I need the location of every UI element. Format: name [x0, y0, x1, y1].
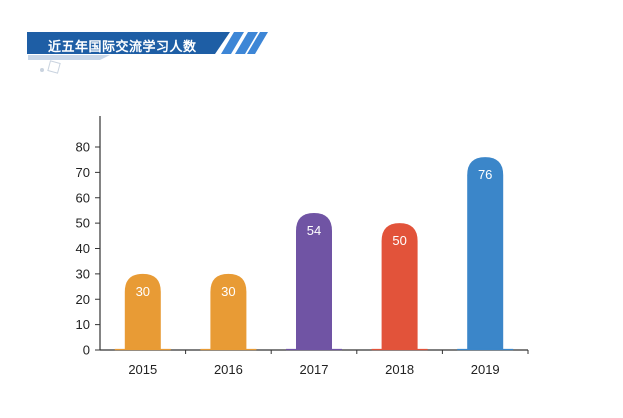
y-tick-label: 60 [76, 190, 90, 205]
y-tick-label: 20 [76, 292, 90, 307]
decor-square-icon [47, 60, 61, 74]
bar [210, 273, 247, 350]
banner-stripe-3 [247, 32, 268, 54]
banner-stripe-1 [221, 32, 244, 54]
x-tick-label: 2017 [300, 362, 329, 377]
x-tick-label: 2015 [128, 362, 157, 377]
bar-value-label: 76 [478, 167, 492, 182]
bar-series [114, 157, 514, 351]
bar-value-label: 54 [307, 223, 321, 238]
decor-dot-icon [40, 68, 44, 72]
bar [124, 273, 161, 350]
x-tick-label: 2018 [385, 362, 414, 377]
y-tick-label: 50 [76, 216, 90, 231]
x-tick-label: 2016 [214, 362, 243, 377]
x-axis: 2015 2016 2017 2018 2019 [100, 349, 529, 377]
y-tick-label: 30 [76, 266, 90, 281]
banner-graphic [27, 32, 268, 74]
bar-value-label: 30 [221, 284, 235, 299]
y-axis: 0 10 20 30 40 50 60 70 80 [76, 116, 101, 358]
y-tick-label: 80 [76, 140, 90, 155]
bar [467, 157, 504, 350]
banner-title: 近五年国际交流学习人数 [48, 40, 197, 55]
x-tick-label: 2019 [471, 362, 500, 377]
y-tick-label: 70 [76, 165, 90, 180]
banner-bar [27, 32, 230, 54]
bar [381, 223, 418, 350]
banner-stripe-2 [235, 32, 258, 54]
y-tick-label: 10 [76, 317, 90, 332]
header-banner: 近五年国际交流学习人数 [0, 0, 623, 90]
banner-shadow [28, 55, 110, 60]
y-tick-label: 0 [83, 343, 90, 358]
y-tick-label: 40 [76, 241, 90, 256]
data-labels: 30 30 54 50 76 [136, 167, 493, 299]
bar [296, 212, 332, 350]
bar-value-label: 30 [136, 284, 150, 299]
bar-value-label: 50 [392, 233, 406, 248]
